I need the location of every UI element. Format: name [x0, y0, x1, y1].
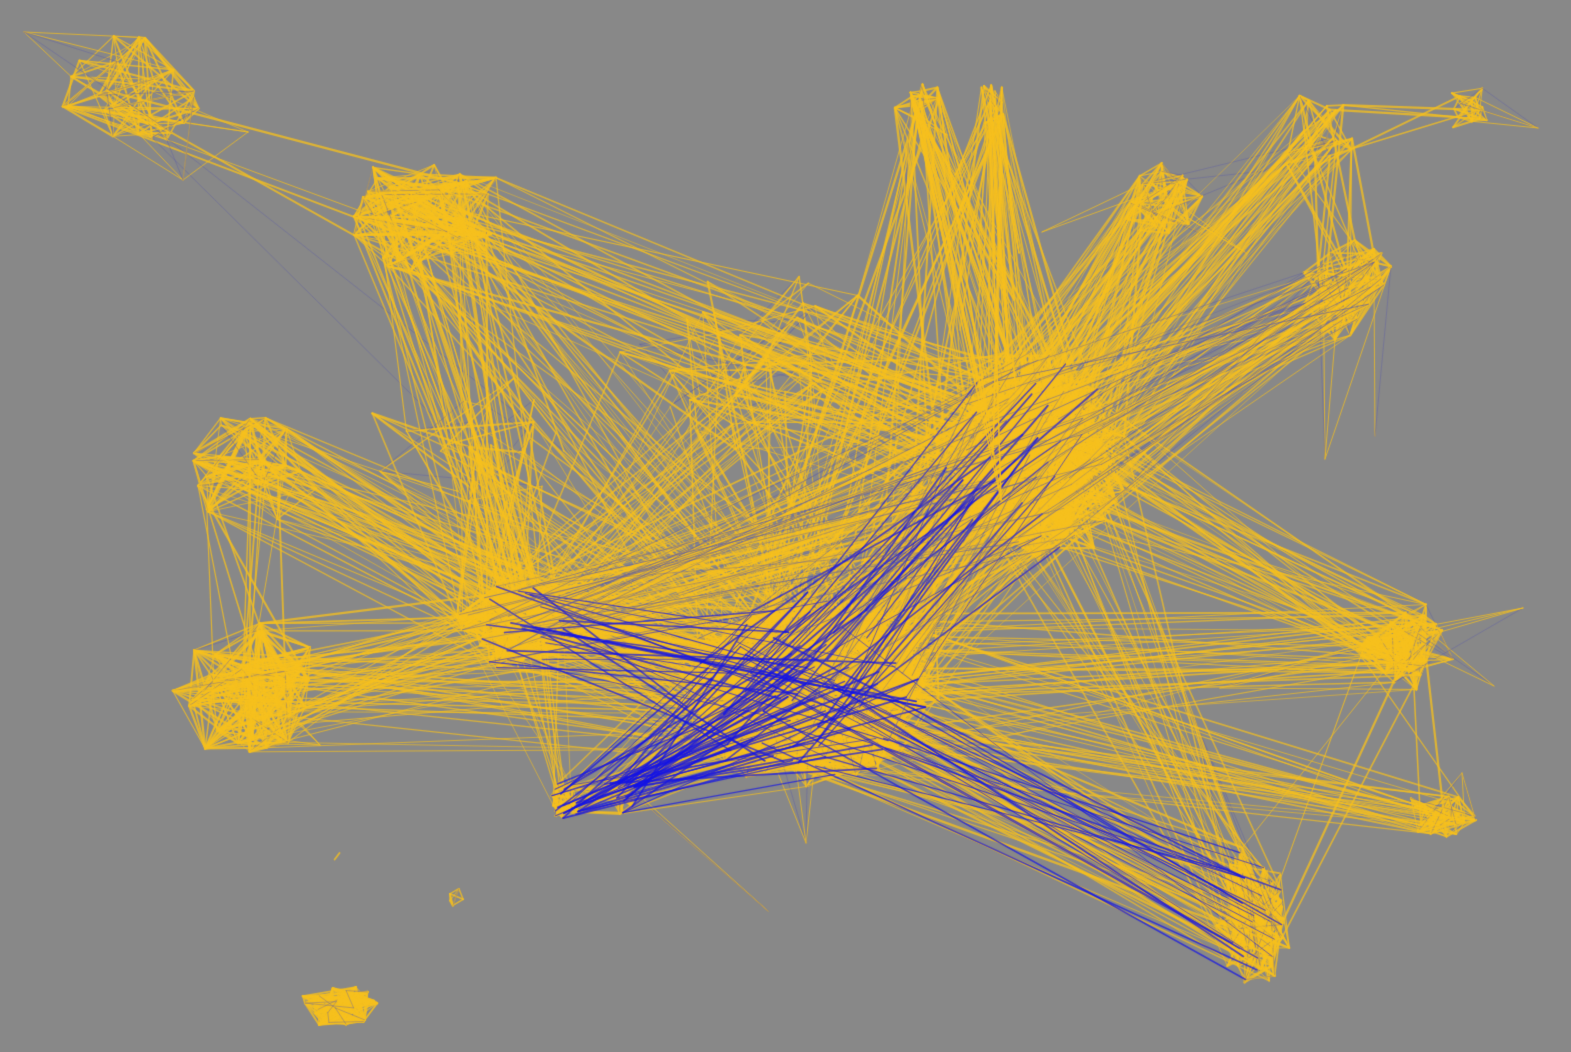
network-graph-visualization	[0, 0, 1571, 1052]
graph-canvas[interactable]	[0, 0, 1571, 1052]
